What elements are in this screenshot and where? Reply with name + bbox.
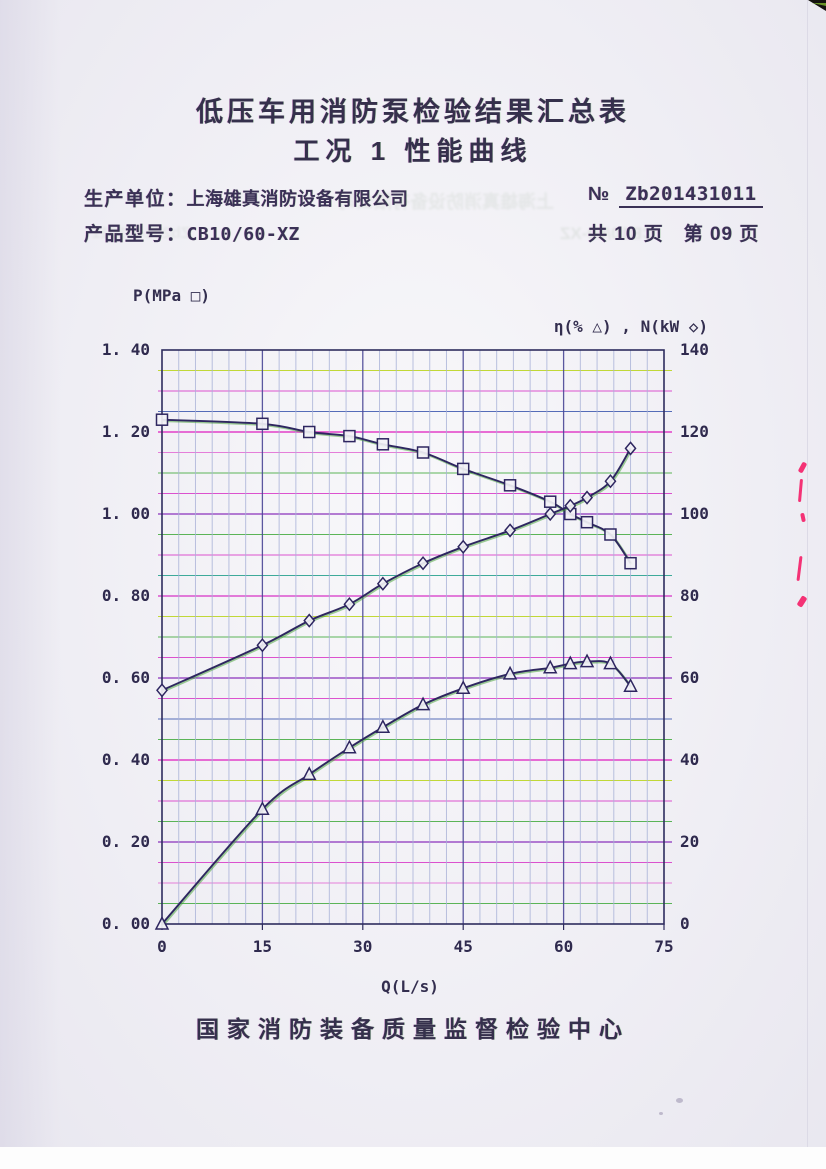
marker-diamond-N <box>544 506 557 522</box>
y-right-tick-label: 140 <box>680 340 709 359</box>
model-row: 产品型号：CB10/60-XZ <box>84 219 409 245</box>
marker-triangle-η <box>623 678 638 692</box>
marker-triangle-η <box>563 655 578 670</box>
pencil-speck <box>659 1112 663 1115</box>
scan-corner-artifact <box>808 0 826 11</box>
producer-row: 生产单位：上海雄真消防设备有限公司 <box>84 184 409 210</box>
header-right-block: № Zb201431011 共 10 页第 09 页 <box>588 183 763 246</box>
marker-triangle-η <box>579 653 595 668</box>
report-number-value: Zb201431011 <box>619 183 763 208</box>
model-value: CB10/60-XZ <box>186 224 300 245</box>
marker-diamond-N <box>504 523 517 538</box>
y-left-tick-label: 1. 40 <box>102 340 150 359</box>
marker-triangle-η <box>302 766 317 781</box>
marker-square-P <box>604 528 617 541</box>
marker-square-P <box>456 462 470 476</box>
marker-diamond-N <box>604 474 617 489</box>
marker-square-P <box>303 425 316 439</box>
inspection-center-name: 国家消防装备质量监督检验中心 <box>196 1016 630 1042</box>
marker-diamond-N <box>624 441 637 456</box>
y-left-tick-label: 1. 00 <box>102 504 150 523</box>
marker-diamond-N <box>581 490 594 505</box>
marker-triangle-η <box>375 719 391 733</box>
y-right-tick-label: 80 <box>680 586 699 605</box>
scan-corner-artifact-green <box>812 3 826 6</box>
marker-triangle-η <box>455 680 471 694</box>
marker-square-P <box>155 413 169 426</box>
y-left-tick-label: 0. 80 <box>102 586 150 605</box>
y-left-tick-label: 0. 40 <box>102 750 150 769</box>
y-left-tick-label: 0. 20 <box>102 832 150 851</box>
marker-square-P <box>343 429 356 443</box>
marker-diamond-N <box>457 539 470 554</box>
curve-η-fringe <box>162 660 633 926</box>
marker-triangle-η <box>603 655 618 670</box>
y-right-tick-label: 20 <box>680 832 699 851</box>
y-left-tick-label: 1. 20 <box>102 422 150 441</box>
marker-square-P <box>416 446 430 459</box>
marker-triangle-η <box>542 659 558 674</box>
producer-value: 上海雄真消防设备有限公司 <box>186 189 409 210</box>
x-tick-label: 30 <box>353 937 372 956</box>
marker-diamond-N <box>376 576 389 591</box>
marker-diamond-N <box>564 498 577 513</box>
marker-square-P <box>503 479 517 492</box>
number-symbol: № <box>588 184 610 205</box>
report-number-row: № Zb201431011 <box>588 183 763 209</box>
y-left-tick-label: 0. 60 <box>102 668 150 687</box>
curve-N-fringe <box>162 448 633 693</box>
marker-diamond-N <box>156 683 168 698</box>
y-left-axis-title: P(MPa □) <box>133 286 211 305</box>
header-left-block: 生产单位：上海雄真消防设备有限公司 产品型号：CB10/60-XZ <box>84 184 409 254</box>
scan-edge-bottom <box>0 1147 826 1169</box>
marker-diamond-N <box>417 556 430 571</box>
scan-edge-line <box>807 0 808 1169</box>
page-subtitle: 工况 1 性能曲线 <box>293 136 533 166</box>
marker-square-P <box>376 438 390 451</box>
x-tick-label: 60 <box>554 937 573 956</box>
marker-triangle-η <box>502 665 518 680</box>
marker-diamond-N <box>343 597 356 612</box>
page-title: 低压车用消防泵检验结果汇总表 <box>196 97 630 127</box>
plot-border <box>161 349 665 925</box>
marker-triangle-η <box>342 739 357 754</box>
x-tick-label: 45 <box>454 937 473 956</box>
marker-triangle-η <box>154 915 170 930</box>
x-tick-label: 15 <box>253 937 272 956</box>
curve-P-fringe <box>162 419 633 565</box>
y-right-tick-label: 0 <box>680 914 690 933</box>
marker-diamond-N <box>303 613 316 628</box>
marker-square-P <box>580 515 594 529</box>
page-count-row: 共 10 页第 09 页 <box>588 219 763 246</box>
producer-label: 生产单位： <box>84 189 187 210</box>
model-label: 产品型号： <box>84 224 187 245</box>
pencil-speck <box>676 1098 683 1103</box>
marker-triangle-η <box>255 801 270 815</box>
marker-triangle-η <box>415 696 431 711</box>
y-right-tick-label: 60 <box>680 668 699 687</box>
y-left-tick-label: 0. 00 <box>102 914 150 933</box>
marker-square-P <box>256 417 269 431</box>
page-current: 第 09 页 <box>683 224 760 245</box>
y-right-tick-label: 40 <box>680 750 699 769</box>
y-right-tick-label: 120 <box>680 422 709 441</box>
marker-square-P <box>624 556 637 570</box>
x-axis-title: Q(L/s) <box>381 977 439 996</box>
marker-diamond-N <box>256 638 269 653</box>
pages-total: 共 10 页 <box>588 224 664 245</box>
marker-square-P <box>543 495 557 508</box>
y-right-axis-title: η(% △) , N(kW ◇) <box>553 317 708 336</box>
x-tick-label: 0 <box>157 937 167 956</box>
y-right-tick-label: 100 <box>680 504 709 523</box>
x-tick-label: 75 <box>654 937 673 956</box>
